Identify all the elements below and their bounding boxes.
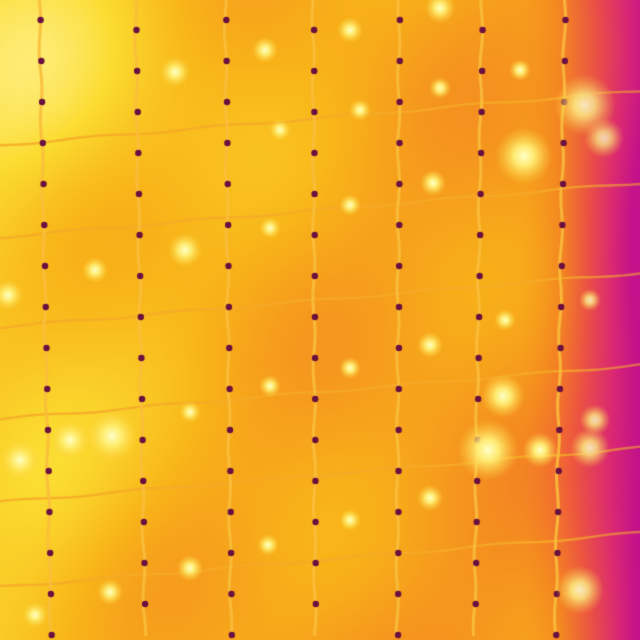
- thermal-image: [0, 0, 640, 640]
- thermal-photo-canvas: [0, 0, 640, 640]
